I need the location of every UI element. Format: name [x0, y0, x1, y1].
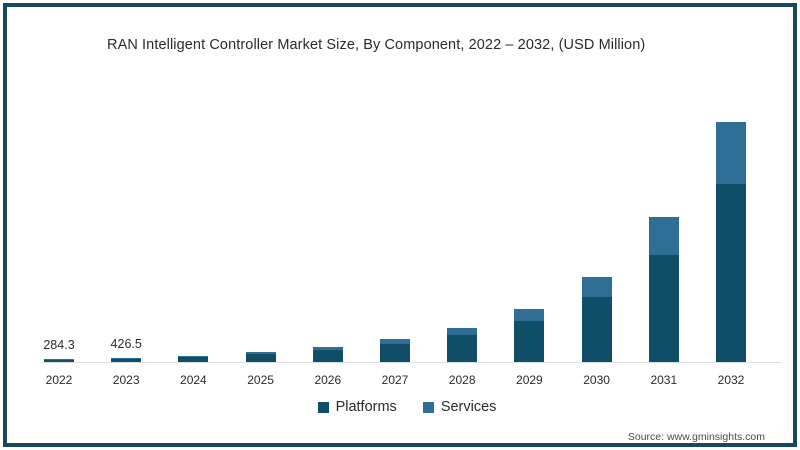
legend-item[interactable]: Platforms — [317, 399, 397, 415]
bar-value-label: 426.5 — [110, 336, 142, 351]
bar-segment-services[interactable] — [44, 358, 74, 360]
x-axis-tick-label: 2022 — [45, 373, 73, 387]
bar-segment-platforms[interactable] — [581, 296, 612, 362]
legend-swatch-icon — [422, 401, 434, 413]
bar-segment-services[interactable] — [648, 216, 679, 256]
bar-segment-platforms[interactable] — [447, 334, 478, 362]
bar-stack[interactable] — [648, 216, 679, 362]
bar-segment-services[interactable] — [380, 339, 410, 344]
legend-item[interactable]: Services — [422, 399, 497, 415]
bar-stack[interactable] — [447, 327, 478, 362]
bar-segment-platforms[interactable] — [44, 359, 74, 362]
bar-value-label: 284.3 — [43, 338, 75, 353]
bar-segment-platforms[interactable] — [312, 350, 343, 362]
x-axis-tick-label: 2025 — [247, 373, 274, 387]
bar-segment-services[interactable] — [716, 122, 746, 184]
bar-stack[interactable] — [581, 277, 612, 362]
bar-segment-services[interactable] — [178, 355, 209, 357]
chart-title: RAN Intelligent Controller Market Size, … — [107, 37, 646, 53]
source-attribution: Source: www.gminsights.com — [627, 431, 765, 443]
bar-stack[interactable] — [514, 308, 545, 362]
x-axis-tick-label: 2030 — [583, 373, 610, 387]
bar-stack[interactable] — [312, 347, 343, 362]
bar-stack[interactable] — [380, 339, 410, 362]
chart-legend: Platforms Services — [7, 399, 800, 415]
x-axis-line — [41, 362, 781, 363]
bar-segment-services[interactable] — [581, 277, 612, 297]
x-axis-tick-label: 2026 — [314, 373, 342, 387]
bar-segment-platforms[interactable] — [380, 343, 410, 362]
bar-segment-services[interactable] — [245, 352, 276, 355]
chart-card: RAN Intelligent Controller Market Size, … — [3, 3, 797, 447]
x-axis-tick-label: 2029 — [516, 373, 543, 387]
bar-segment-platforms[interactable] — [648, 255, 679, 362]
legend-label: Platforms — [335, 399, 397, 415]
x-axis-tick-label: 2031 — [650, 373, 678, 387]
legend-label: Services — [440, 399, 497, 415]
x-axis-tick-label: 2023 — [112, 373, 140, 387]
bar-stack[interactable] — [716, 122, 746, 362]
bar-stack[interactable] — [178, 355, 209, 362]
bar-segment-services[interactable] — [312, 347, 343, 351]
bar-stack[interactable] — [111, 357, 142, 362]
bars-layer — [27, 67, 787, 363]
x-axis-tick-label: 2027 — [381, 373, 409, 387]
x-axis-tick-label: 2032 — [717, 373, 745, 387]
x-axis-labels: 2022 2023 2024 2025 2026 2027 2028 2029 2030 2031… — [27, 373, 787, 393]
bar-segment-platforms[interactable] — [245, 354, 276, 362]
x-axis-tick-label: 2024 — [180, 373, 207, 387]
bar-segment-platforms[interactable] — [111, 358, 142, 362]
bar-segment-services[interactable] — [514, 308, 545, 321]
legend-swatch-icon — [317, 401, 329, 413]
bar-segment-platforms[interactable] — [716, 183, 746, 362]
bar-segment-services[interactable] — [111, 357, 142, 359]
bar-segment-services[interactable] — [447, 327, 478, 335]
bar-segment-platforms[interactable] — [514, 320, 545, 362]
plot-area: 284.3 426.5 — [27, 67, 787, 367]
bar-stack[interactable] — [245, 352, 276, 362]
x-axis-tick-label: 2028 — [448, 373, 476, 387]
bar-stack[interactable] — [44, 358, 74, 362]
bar-segment-platforms[interactable] — [178, 356, 209, 362]
